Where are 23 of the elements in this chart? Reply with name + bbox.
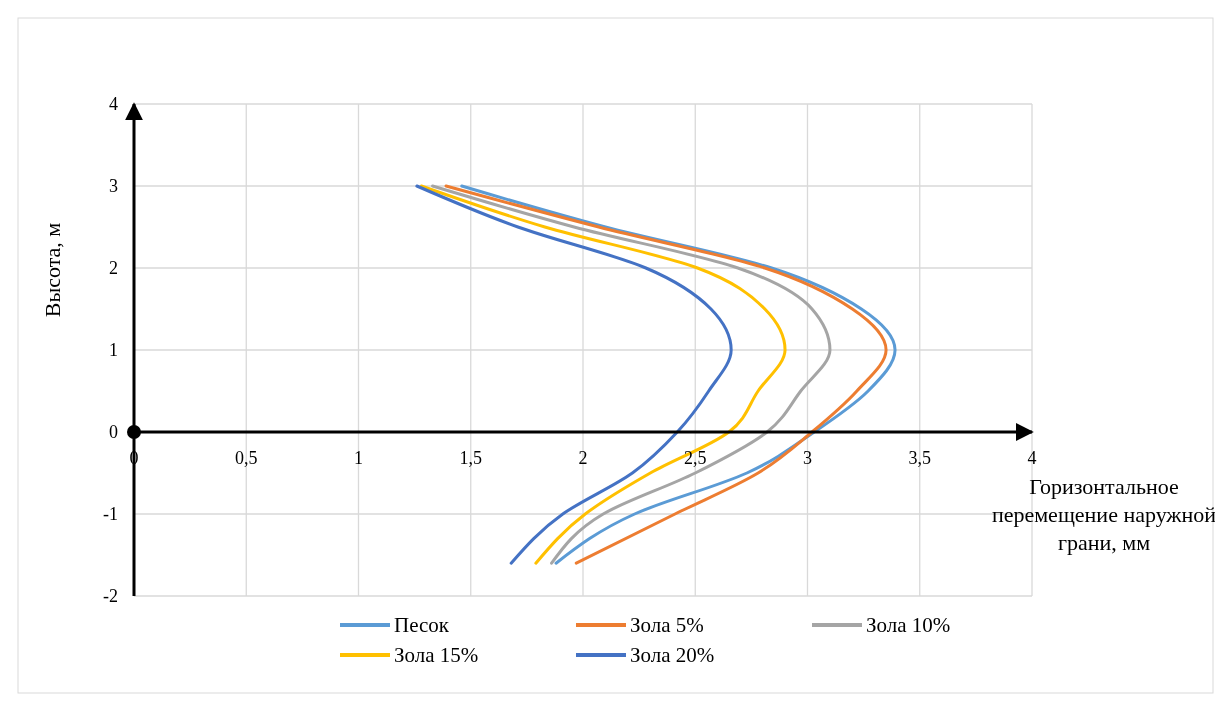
y-tick-label: 1 (109, 340, 118, 360)
x-tick-label: 0,5 (235, 448, 258, 468)
x-tick-label: 1 (354, 448, 363, 468)
y-tick-label: 4 (109, 94, 118, 114)
x-tick-label: 2,5 (684, 448, 707, 468)
y-tick-label: 2 (109, 258, 118, 278)
y-axis-title: Высота, м (40, 222, 65, 318)
x-tick-label: 3 (803, 448, 812, 468)
x-tick-label: 2 (578, 448, 588, 468)
y-tick-label: -2 (103, 586, 118, 606)
legend-label: Зола 20% (630, 643, 715, 667)
legend-label: Песок (394, 613, 450, 637)
y-tick-label: 3 (109, 176, 118, 196)
legend-label: Зола 5% (630, 613, 704, 637)
x-tick-label: 4 (1027, 448, 1037, 468)
y-tick-label: -1 (103, 504, 118, 524)
legend-label: Зола 10% (866, 613, 951, 637)
legend-label: Зола 15% (394, 643, 479, 667)
x-axis-title: Горизонтальное перемещение наружной грани, мм (991, 474, 1217, 555)
y-tick-label: 0 (109, 422, 118, 442)
x-tick-label: 3,5 (908, 448, 931, 468)
line-series (415, 184, 733, 565)
x-tick-label: 1,5 (459, 448, 482, 468)
